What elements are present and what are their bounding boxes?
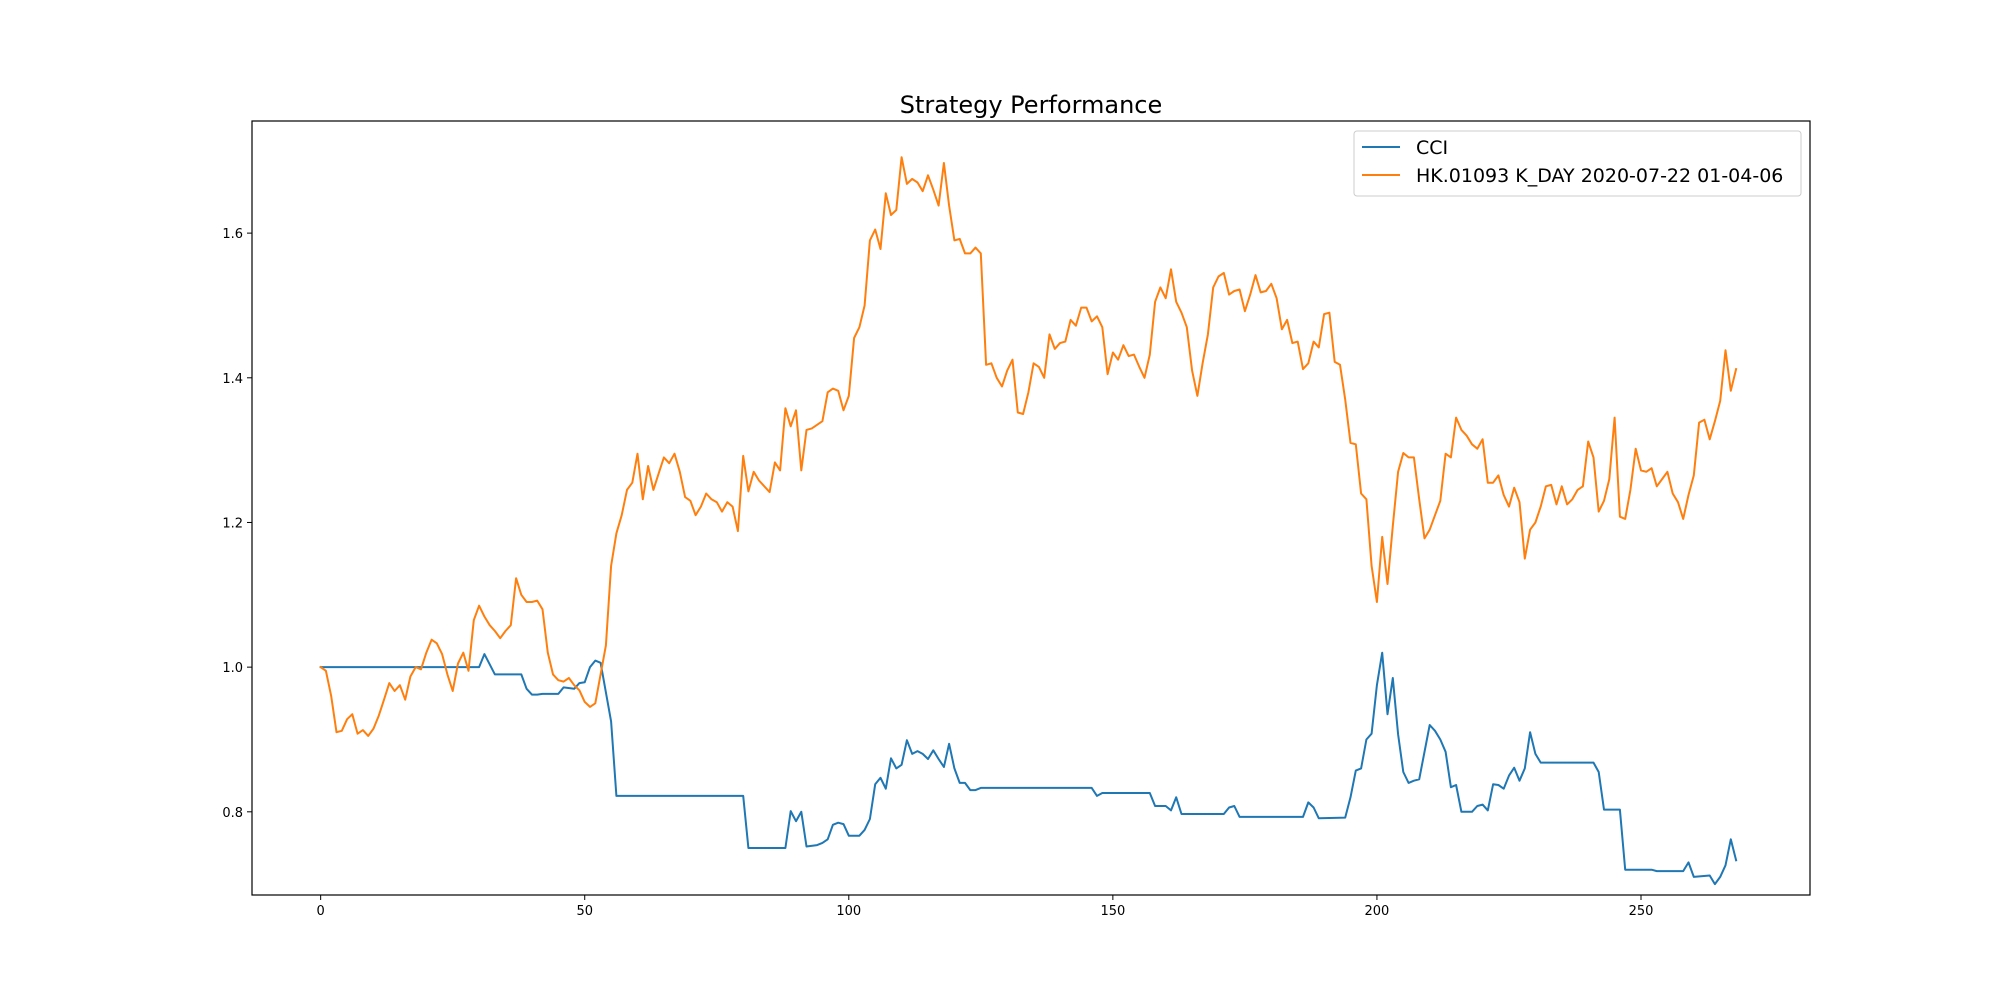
legend: CCI HK.01093 K_DAY 2020-07-22 01-04-06 bbox=[1353, 130, 1802, 197]
y-tick-label: 1.6 bbox=[222, 227, 243, 242]
y-tick-label: 1.4 bbox=[222, 372, 243, 387]
x-tick-label: 200 bbox=[1365, 904, 1390, 919]
series-line-1 bbox=[319, 156, 1738, 737]
series-line-0 bbox=[319, 651, 1738, 886]
x-tick-label: 50 bbox=[576, 904, 593, 919]
y-axis: 0.8 1.0 1.2 1.4 1.6 bbox=[222, 227, 252, 821]
legend-label-cci: CCI bbox=[1416, 137, 1448, 159]
x-tick-label: 250 bbox=[1629, 904, 1654, 919]
x-tick-label: 150 bbox=[1100, 904, 1125, 919]
x-axis: 0 50 100 150 200 250 bbox=[317, 895, 1654, 919]
plot-area: 0 50 100 150 200 250 0.8 1.0 1.2 1.4 1.6 bbox=[222, 120, 1811, 919]
legend-label-hk01093: HK.01093 K_DAY 2020-07-22 01-04-06 bbox=[1416, 165, 1783, 187]
y-tick-label: 1.2 bbox=[222, 516, 243, 531]
y-tick-label: 0.8 bbox=[222, 806, 243, 821]
axes-frame bbox=[251, 120, 1811, 896]
y-tick-label: 1.0 bbox=[222, 661, 243, 676]
chart-title: Strategy Performance bbox=[900, 91, 1163, 119]
x-tick-label: 100 bbox=[836, 904, 861, 919]
legend-box bbox=[1353, 130, 1802, 197]
x-tick-label: 0 bbox=[317, 904, 325, 919]
series-layer bbox=[319, 156, 1738, 886]
